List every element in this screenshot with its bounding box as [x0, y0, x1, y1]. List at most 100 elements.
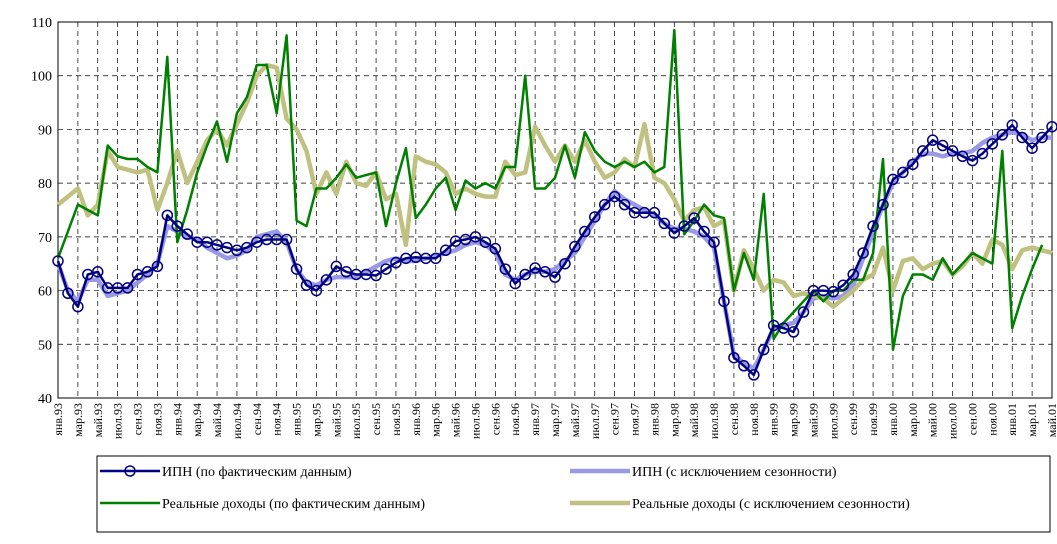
x-tick-label: мар.93	[71, 403, 85, 437]
y-tick-label: 70	[38, 231, 52, 246]
data-point	[390, 256, 402, 269]
data-point	[837, 279, 850, 291]
data-point	[320, 274, 333, 286]
x-tick-label: сен.96	[488, 403, 502, 435]
x-tick-label: янв.94	[170, 403, 184, 436]
legend-label: ИПН (по фактическим данным)	[162, 465, 352, 480]
x-tick-label: май.01	[1045, 403, 1057, 437]
x-tick-label: ноя.98	[747, 403, 761, 436]
data-point	[330, 260, 343, 273]
x-tick-label: сен.98	[727, 403, 741, 435]
data-point	[956, 150, 969, 163]
data-point	[907, 158, 919, 171]
x-tick-label: мар.98	[667, 403, 681, 437]
data-point	[897, 166, 909, 179]
data-point	[777, 322, 790, 334]
data-point	[648, 206, 661, 219]
x-tick-label: сен.97	[608, 403, 622, 435]
x-tick-label: янв.93	[51, 403, 65, 436]
data-point	[867, 220, 879, 232]
x-tick-label: ноя.95	[389, 403, 403, 436]
data-point	[986, 138, 999, 150]
x-tick-label: май.94	[210, 403, 224, 437]
x-tick-label: май.98	[687, 403, 701, 437]
data-point	[698, 225, 710, 238]
data-point	[509, 277, 521, 290]
x-tick-label: май.95	[329, 403, 343, 437]
y-tick-label: 90	[38, 123, 52, 138]
y-tick-label: 80	[38, 177, 52, 192]
data-point	[549, 271, 561, 283]
data-point	[559, 257, 571, 270]
data-point	[181, 228, 193, 240]
x-tick-label: ноя.00	[985, 403, 999, 436]
y-tick-label: 50	[38, 338, 52, 353]
data-point	[678, 220, 690, 232]
data-point	[589, 211, 601, 223]
x-tick-label: сен.00	[965, 403, 979, 435]
x-tick-label: янв.97	[528, 403, 542, 436]
data-point	[1026, 142, 1038, 154]
data-point	[658, 217, 671, 230]
data-point	[539, 266, 551, 278]
x-tick-label: мар.01	[1025, 403, 1039, 437]
x-tick-label: май.97	[568, 403, 582, 437]
data-point	[946, 145, 959, 157]
data-point	[141, 266, 154, 278]
x-tick-label: ноя.96	[508, 403, 522, 436]
x-tick-label: мар.94	[190, 403, 204, 437]
x-tick-label: июл.99	[826, 403, 840, 439]
x-tick-label: май.00	[926, 403, 940, 437]
x-tick-label: июл.94	[230, 403, 244, 439]
x-tick-label: май.93	[91, 403, 105, 437]
x-tick-label: ноя.93	[150, 403, 164, 436]
data-point	[618, 198, 631, 211]
data-point	[926, 134, 939, 146]
x-tick-label: сен.94	[250, 403, 264, 435]
x-tick-label: июл.97	[588, 403, 602, 439]
data-point	[598, 198, 611, 211]
x-tick-label: янв.96	[409, 403, 423, 436]
data-point	[668, 227, 681, 239]
data-point	[847, 268, 859, 281]
data-point	[857, 247, 869, 259]
legend-label: Реальные доходы (с исключением сезонност…	[632, 497, 910, 512]
x-tick-label: мар.96	[429, 403, 443, 437]
data-point	[171, 220, 184, 232]
y-tick-label: 60	[38, 285, 52, 300]
data-point	[1006, 119, 1018, 131]
data-point	[52, 255, 64, 267]
x-tick-label: сен.95	[369, 403, 383, 435]
data-point	[370, 269, 382, 282]
x-tick-label: янв.98	[647, 403, 661, 436]
data-point	[877, 198, 889, 211]
x-tick-label: мар.99	[787, 403, 801, 437]
data-point	[300, 279, 313, 291]
data-point	[738, 360, 750, 372]
legend-box	[96, 455, 1051, 533]
data-point	[757, 343, 770, 356]
data-point	[519, 268, 531, 281]
legend-marker	[124, 465, 136, 477]
data-point	[748, 369, 760, 381]
data-point	[280, 233, 293, 246]
data-point	[1016, 131, 1028, 144]
x-tick-label: ноя.99	[866, 403, 880, 436]
data-point	[1046, 120, 1057, 133]
data-point	[966, 154, 979, 167]
data-point	[976, 147, 989, 160]
data-point	[797, 306, 810, 318]
x-tick-label: янв.00	[886, 403, 900, 436]
data-point	[121, 282, 134, 294]
data-point	[469, 231, 482, 243]
x-tick-label: ноя.97	[628, 403, 642, 436]
x-tick-label: июл.95	[349, 403, 363, 439]
data-point	[917, 145, 929, 157]
x-tick-label: ноя.94	[270, 403, 284, 436]
data-point	[608, 190, 621, 203]
x-tick-label: май.99	[806, 403, 820, 437]
data-point	[529, 262, 541, 274]
data-point	[310, 284, 323, 297]
data-point	[241, 241, 253, 254]
